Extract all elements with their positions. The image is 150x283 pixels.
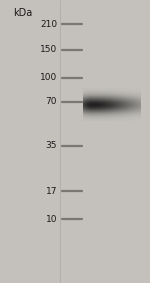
Text: 17: 17 [45, 186, 57, 196]
Text: kDa: kDa [13, 8, 32, 18]
Text: 10: 10 [45, 215, 57, 224]
Text: 70: 70 [45, 97, 57, 106]
Text: 150: 150 [40, 45, 57, 54]
Text: 210: 210 [40, 20, 57, 29]
Text: 100: 100 [40, 73, 57, 82]
Text: 35: 35 [45, 141, 57, 150]
